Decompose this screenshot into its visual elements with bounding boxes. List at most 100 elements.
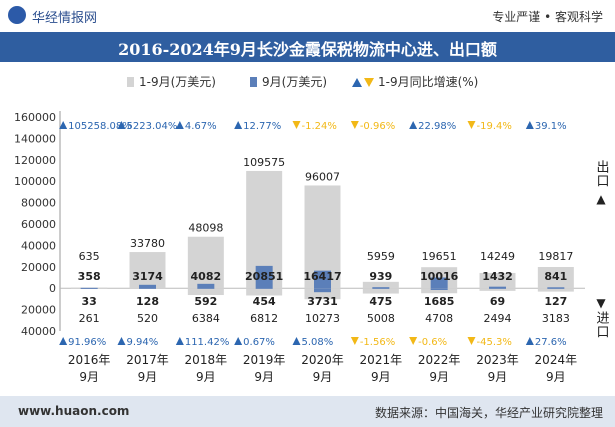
export-growth-down-triangle (350, 121, 359, 129)
import-growth-label: 5.08% (302, 337, 334, 348)
legend-monthly-swatch (250, 77, 257, 87)
x-tick-label: 9月 (254, 370, 274, 384)
import-cumulative-bar (246, 288, 283, 296)
x-tick-label: 9月 (79, 370, 99, 384)
import-monthly-bar (80, 288, 98, 289)
x-tick-label: 9月 (313, 370, 333, 384)
export-cumulative-bar (362, 281, 399, 289)
import-monthly-bar (314, 288, 331, 293)
export-growth-label: -19.4% (477, 121, 512, 132)
import-growth-up-triangle (292, 337, 301, 345)
legend: 1-9月(万美元) 9月(万美元) 1-9月同比增速(%) (127, 75, 478, 89)
export-growth-label: 105258.08% (68, 121, 132, 132)
import-growth-label: -45.3% (477, 337, 512, 348)
x-tick-label: 9月 (138, 370, 158, 384)
import-down-arrow-icon: ▼ (596, 296, 606, 310)
brand-name: 华经情报网 (32, 11, 98, 26)
export-growth-label: -0.96% (360, 121, 395, 132)
export-growth-up-triangle (117, 121, 126, 129)
import-monthly-value: 127 (544, 295, 567, 308)
y-tick-label: 0 (49, 282, 56, 295)
x-tick-label: 9月 (546, 370, 566, 384)
import-growth-label: 27.6% (535, 337, 567, 348)
import-side-label: ▼ 进口 (593, 296, 609, 343)
export-cumulative-bar (129, 252, 166, 289)
import-monthly-bar (489, 288, 506, 289)
import-monthly-value: 475 (369, 295, 392, 308)
legend-cumulative-swatch (127, 77, 134, 87)
legend-cumulative-label: 1-9月(万美元) (139, 75, 216, 89)
legend-up-triangle-icon (352, 78, 362, 87)
import-cumulative-bar (362, 288, 399, 294)
export-cumulative-bar (537, 266, 574, 289)
import-cumulative-value: 6384 (192, 312, 220, 325)
export-growth-up-triangle (59, 121, 68, 129)
legend-growth-label: 1-9月同比增速(%) (378, 75, 478, 89)
import-cumulative-value: 3183 (542, 312, 570, 325)
chart-title: 2016-2024年9月长沙金霞保税物流中心进、出口额 (118, 40, 497, 59)
export-growth-up-triangle (525, 121, 534, 129)
legend-down-triangle-icon (364, 78, 374, 87)
export-monthly-value: 841 (544, 270, 567, 283)
import-monthly-bar (255, 288, 273, 289)
export-growth-label: 4.67% (185, 121, 217, 132)
x-tick-label: 2016年 (68, 353, 111, 367)
chart-svg: 1-9月(万美元) 9月(万美元) 1-9月同比增速(%) 40000 20000… (14, 75, 585, 384)
export-monthly-value: 939 (369, 270, 392, 283)
y-tick-label: 80000 (21, 197, 56, 210)
import-monthly-bar (139, 288, 156, 289)
import-growth-label: 91.96% (68, 337, 106, 348)
export-monthly-value: 4082 (191, 270, 222, 283)
export-growth-up-triangle (409, 121, 418, 129)
export-monthly-bar (372, 287, 390, 289)
x-tick-label: 2019年 (243, 353, 286, 367)
export-monthly-value: 3174 (132, 270, 163, 283)
export-monthly-bar (489, 286, 506, 289)
x-tick-label: 2017年 (126, 353, 169, 367)
export-monthly-bar (314, 270, 331, 289)
import-growth-label: 111.42% (185, 337, 230, 348)
import-cumulative-bar (304, 288, 341, 300)
import-growth-up-triangle (117, 337, 126, 345)
import-cumulative-value: 261 (79, 312, 100, 325)
import-growth-up-triangle (525, 337, 534, 345)
export-cumulative-value: 19651 (422, 250, 457, 263)
import-growth-down-triangle (409, 337, 418, 345)
x-tick-label: 9月 (196, 370, 216, 384)
y-tick-label: 40000 (21, 325, 56, 338)
import-cumulative-bar (187, 288, 224, 296)
y-tick-label: 40000 (21, 239, 56, 252)
export-growth-label: 22.98% (418, 121, 456, 132)
import-growth-label: 0.67% (243, 337, 275, 348)
export-side-label: 出口 ▲ (593, 160, 609, 207)
export-growth-up-triangle (175, 121, 184, 129)
x-tick-label: 2020年 (301, 353, 344, 367)
export-monthly-value: 10016 (420, 270, 459, 283)
import-monthly-value: 1685 (424, 295, 455, 308)
import-monthly-value: 592 (194, 295, 217, 308)
import-monthly-bar (372, 288, 390, 289)
export-cumulative-value: 19817 (538, 250, 573, 263)
import-growth-down-triangle (467, 337, 476, 345)
x-tick-label: 2024年 (535, 353, 578, 367)
y-tick-label: 140000 (14, 132, 56, 145)
import-cumulative-value: 2494 (484, 312, 512, 325)
export-monthly-bar (430, 277, 448, 289)
import-monthly-value: 128 (136, 295, 159, 308)
import-growth-label: -1.56% (360, 337, 395, 348)
export-monthly-bar (139, 284, 156, 289)
import-monthly-value: 69 (490, 295, 505, 308)
x-tick-label: 9月 (371, 370, 391, 384)
import-monthly-value: 3731 (307, 295, 338, 308)
export-cumulative-value: 635 (79, 250, 100, 263)
export-cumulative-value: 48098 (188, 222, 223, 235)
export-cumulative-bar (187, 236, 224, 289)
export-cumulative-value: 96007 (305, 170, 340, 183)
import-cumulative-value: 10273 (305, 312, 340, 325)
export-cumulative-value: 5959 (367, 250, 395, 263)
export-growth-up-triangle (234, 121, 243, 129)
import-cumulative-value: 6812 (250, 312, 278, 325)
x-tick-label: 2022年 (418, 353, 461, 367)
export-cumulative-bar (479, 272, 516, 289)
import-growth-down-triangle (350, 337, 359, 345)
